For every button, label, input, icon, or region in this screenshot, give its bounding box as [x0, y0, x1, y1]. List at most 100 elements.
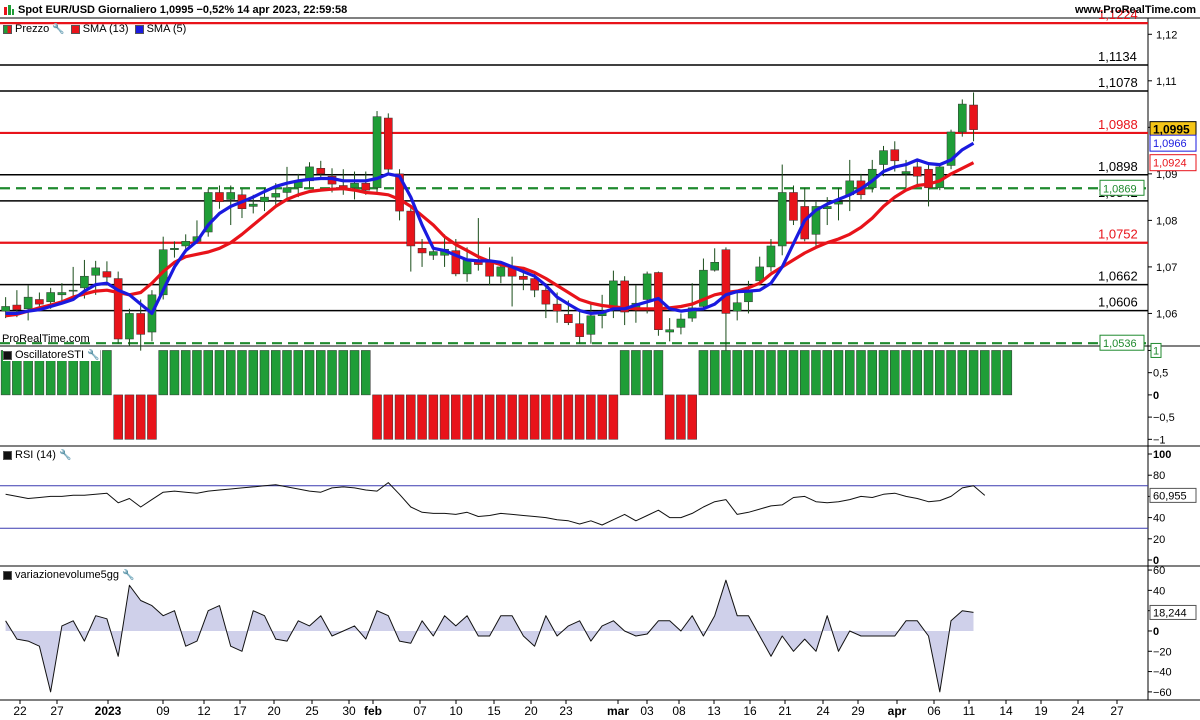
sti-bar [968, 350, 979, 396]
sti-bar [529, 394, 540, 440]
x-tick-label: 24 [816, 704, 830, 718]
sti-bar [147, 394, 157, 440]
candle-body [609, 280, 618, 307]
sti-bar [113, 394, 123, 440]
value-badge-label: 1,0924 [1153, 158, 1187, 170]
x-tick-label: 20 [524, 704, 538, 718]
candle-body [890, 149, 900, 162]
candle-body [519, 275, 528, 280]
sti-bar [799, 350, 810, 396]
sti-bar [980, 350, 990, 396]
candle-body [226, 192, 236, 200]
level-label: 1,1078 [1098, 75, 1138, 90]
candle-body [203, 192, 213, 233]
candle-body [23, 296, 33, 310]
sti-bar [597, 394, 607, 440]
candle-body [57, 292, 67, 296]
level-label-box [1099, 179, 1145, 196]
y-tick-label: 1,08 [1156, 215, 1177, 227]
sti-bar [214, 350, 225, 396]
x-tick-label: 29 [851, 704, 865, 718]
sti-bar [496, 394, 506, 440]
wrench-icon[interactable]: 🔧 [121, 569, 135, 581]
sti-bar [203, 350, 213, 396]
y-tick-label: 100 [1153, 449, 1171, 461]
x-tick-label: mar [607, 704, 629, 718]
sti-bar [946, 350, 956, 396]
pane-label-rsi[interactable]: RSI (14) 🔧 [3, 449, 72, 461]
candle-body [957, 103, 967, 133]
candle-body [271, 193, 281, 198]
candle-body [766, 245, 776, 268]
candle-body [462, 259, 472, 275]
value-badge-label: 18,244 [1153, 607, 1187, 619]
sti-bar [619, 350, 630, 396]
sti-bar [428, 394, 439, 440]
sti-bar [957, 350, 968, 396]
candle-body [350, 182, 359, 189]
sti-bar [327, 350, 337, 396]
x-tick-label: 27 [1110, 704, 1124, 718]
value-badge [1150, 342, 1162, 358]
level-label: 1,0869 [1103, 183, 1137, 195]
sti-bar [563, 394, 574, 440]
sti-bar [124, 394, 135, 440]
legend-item-sma5[interactable]: SMA (5) [134, 23, 186, 35]
pane-label-sti[interactable]: OscillatoreSTI 🔧 [3, 349, 100, 361]
sti-bar [664, 394, 675, 440]
y-tick-label: 1,11 [1156, 76, 1177, 88]
x-tick-label: 07 [413, 704, 427, 718]
candle-body [248, 203, 258, 207]
wrench-icon[interactable]: 🔧 [87, 349, 100, 361]
sti-bar [237, 350, 247, 396]
y-tick-label: 40 [1153, 513, 1165, 525]
x-tick-label: 15 [487, 704, 501, 718]
candle-body [676, 318, 686, 328]
sti-bar [890, 350, 900, 396]
sti-bar [653, 350, 664, 396]
sti-bar [270, 350, 281, 396]
x-tick-label: 13 [707, 704, 721, 718]
candle-body [912, 166, 922, 177]
value-badge [1149, 154, 1197, 172]
legend-item-sma13[interactable]: SMA (13) [70, 23, 129, 35]
candle-body [417, 248, 427, 254]
candle-body [383, 117, 393, 170]
sti-bar [158, 350, 168, 396]
legend-item-price[interactable]: Prezzo 🔧 [3, 23, 65, 35]
y-tick-label: 1,06 [1156, 308, 1177, 320]
sti-bar [169, 350, 180, 396]
candle-body [969, 104, 978, 130]
sti-bar [923, 350, 934, 396]
site-link[interactable]: www.ProRealTime.com [1074, 4, 1196, 16]
candle-body [710, 262, 719, 271]
wrench-icon[interactable]: 🔧 [58, 449, 72, 461]
wrench-icon[interactable]: 🔧 [52, 23, 65, 35]
y-tick-label: 0 [1153, 626, 1159, 638]
sti-bar [777, 350, 787, 396]
level-label: 1,1134 [1098, 49, 1137, 64]
sti-bar [811, 350, 821, 396]
candle-body [699, 269, 708, 307]
pane-label-volume[interactable]: variazionevolume5gg 🔧 [3, 569, 135, 581]
y-tick-label: 1,07 [1156, 262, 1177, 274]
y-tick-label: −40 [1153, 667, 1172, 679]
sti-bar [586, 394, 596, 440]
blue-swatch-icon [134, 24, 144, 34]
sti-bar [451, 394, 461, 440]
candle-body [91, 267, 100, 276]
y-tick-label: 0 [1153, 555, 1159, 567]
candle-body [12, 304, 22, 310]
candle-body [530, 278, 539, 291]
x-tick-label: 30 [342, 704, 356, 718]
candle-body [406, 210, 416, 247]
candle-swatch-icon [3, 24, 12, 34]
sti-bar [541, 394, 551, 440]
value-badge-label: 1,0966 [1153, 138, 1187, 150]
y-tick-label: −0,5 [1153, 412, 1175, 424]
y-tick-label: 0,5 [1153, 368, 1168, 380]
sti-bar [833, 350, 844, 396]
candle-body [834, 201, 843, 205]
sti-bar [754, 350, 765, 396]
